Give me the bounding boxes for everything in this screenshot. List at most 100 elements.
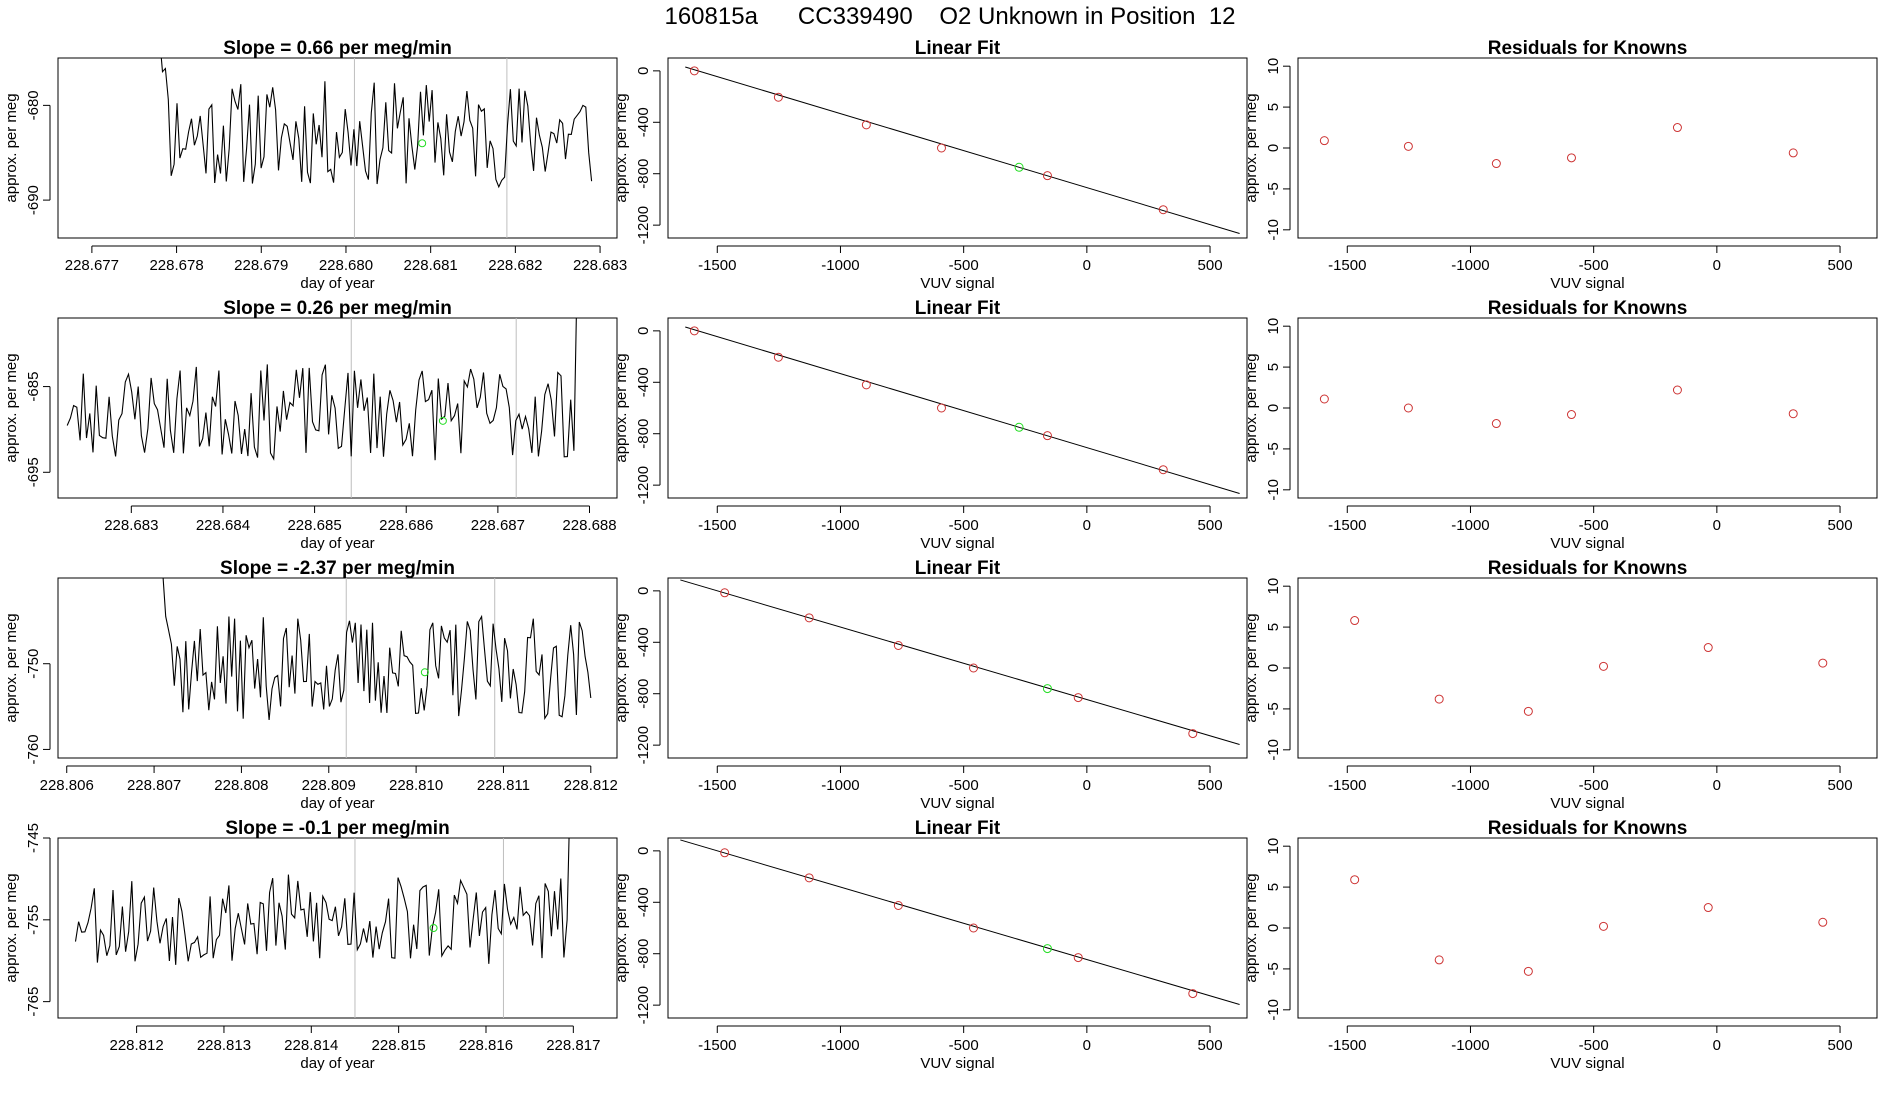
plot-area <box>685 326 1240 494</box>
x-tick-label: 0 <box>1713 777 1721 794</box>
y-axis-label: approx. per meg <box>613 353 630 462</box>
panel-resid-row3: Residuals for Knowns -1500 -1000 -500 0 500 VU… <box>1243 558 1878 812</box>
plot-frame <box>667 57 1248 239</box>
x-tick-label: 228.816 <box>459 1037 513 1054</box>
residual-point <box>1818 917 1828 927</box>
panel-fit-row3: Linear Fit -1500 -1000 -500 0 500 VUV signal 0 -… <box>613 558 1248 812</box>
unknown-point <box>1014 422 1024 432</box>
x-tick-label: 228.809 <box>302 777 356 794</box>
y-tick-label: -750 <box>25 649 42 679</box>
plot-area <box>685 66 1240 234</box>
x-tick-label: -1000 <box>821 257 859 274</box>
known-point <box>1042 431 1052 441</box>
plot-frame <box>57 837 618 1019</box>
y-axis-label: approx. per meg <box>3 93 20 202</box>
y-tick-label: 10 <box>1265 838 1282 855</box>
plot-area <box>1319 123 1798 169</box>
panel-fit-row1: Linear Fit -1500 -1000 -500 0 500 VUV signal 0 -… <box>613 38 1248 292</box>
x-tick-label: -500 <box>1579 777 1609 794</box>
unknown-point <box>438 416 447 425</box>
x-axis-label: VUV signal <box>1550 535 1624 552</box>
x-tick-label: 500 <box>1828 777 1853 794</box>
y-tick-label: 5 <box>1265 623 1282 631</box>
x-tick-label: -500 <box>949 517 979 534</box>
known-point <box>936 143 946 153</box>
x-tick-label: 228.679 <box>234 257 288 274</box>
residual-point <box>1491 159 1501 169</box>
x-tick-label: 228.678 <box>149 257 203 274</box>
y-tick-label: 5 <box>1265 883 1282 891</box>
x-tick-label: 228.811 <box>477 777 530 794</box>
plot-frame <box>667 577 1248 759</box>
plot-area <box>160 58 593 238</box>
residual-point <box>1599 921 1609 931</box>
y-tick-label: -800 <box>635 159 652 189</box>
x-tick-label: 500 <box>1198 777 1223 794</box>
y-tick-label: -5 <box>1265 442 1282 455</box>
y-tick-label: -400 <box>635 887 652 917</box>
x-tick-label: 0 <box>1713 257 1721 274</box>
y-tick-label: 0 <box>635 847 652 855</box>
known-point <box>804 613 814 623</box>
y-tick-label: -400 <box>635 107 652 137</box>
plot-frame <box>57 57 618 239</box>
residual-point <box>1818 658 1828 668</box>
y-tick-label: -10 <box>1265 999 1282 1021</box>
residual-point <box>1319 136 1329 146</box>
y-tick-label: -755 <box>25 905 42 935</box>
y-axis-label: approx. per meg <box>1243 353 1260 462</box>
panel-title: Linear Fit <box>915 38 1001 59</box>
unknown-point <box>420 668 429 677</box>
residual-point <box>1672 123 1682 133</box>
y-tick-label: -680 <box>25 90 42 120</box>
plot-frame <box>57 577 618 759</box>
x-axis-label: VUV signal <box>1550 795 1624 812</box>
x-tick-label: 228.680 <box>319 257 373 274</box>
plot-area <box>162 578 592 758</box>
page-title: 160815a CC339490 O2 Unknown in Position … <box>664 3 1236 30</box>
residual-point <box>1788 148 1798 158</box>
x-tick-label: 0 <box>1713 517 1721 534</box>
unknown-point <box>1014 162 1024 172</box>
x-tick-label: 228.683 <box>573 257 627 274</box>
x-tick-label: 228.677 <box>65 257 119 274</box>
x-tick-label: -1500 <box>1328 777 1366 794</box>
series-line <box>66 318 577 461</box>
known-point <box>689 66 699 76</box>
y-tick-label: -690 <box>25 185 42 215</box>
y-tick-label: -5 <box>1265 962 1282 975</box>
panel-series-row2: Slope = 0.26 per meg/min 228.683 228.684 22… <box>3 298 618 552</box>
fit-line <box>680 839 1240 1005</box>
x-tick-label: 228.817 <box>546 1037 600 1054</box>
x-tick-label: 228.813 <box>197 1037 251 1054</box>
known-point <box>1073 693 1083 703</box>
x-tick-label: -1000 <box>1451 517 1489 534</box>
x-tick-label: 500 <box>1828 257 1853 274</box>
x-axis-label: VUV signal <box>920 535 994 552</box>
unknown-point <box>1042 944 1052 954</box>
y-tick-label: -10 <box>1265 739 1282 761</box>
known-point <box>1073 953 1083 963</box>
known-point <box>804 873 814 883</box>
y-tick-label: 5 <box>1265 363 1282 371</box>
x-tick-label: 228.808 <box>214 777 268 794</box>
y-tick-label: 0 <box>635 67 652 75</box>
residual-point <box>1566 410 1576 420</box>
panel-title: Linear Fit <box>915 558 1001 579</box>
x-axis-label: day of year <box>300 275 374 292</box>
panel-title: Linear Fit <box>915 818 1001 839</box>
panel-resid-row2: Residuals for Knowns -1500 -1000 -500 0 500 VU… <box>1243 298 1878 552</box>
series-line <box>160 58 593 189</box>
residual-point <box>1403 403 1413 413</box>
y-tick-label: -5 <box>1265 182 1282 195</box>
x-tick-label: -1500 <box>698 1037 736 1054</box>
fit-line <box>680 579 1240 745</box>
plot-area <box>1350 875 1828 976</box>
y-tick-label: 5 <box>1265 103 1282 111</box>
y-axis-label: approx. per meg <box>613 93 630 202</box>
x-tick-label: 228.815 <box>372 1037 426 1054</box>
plot-frame <box>1297 317 1878 499</box>
known-point <box>720 588 730 598</box>
x-tick-label: 228.686 <box>379 517 433 534</box>
plot-frame <box>1297 577 1878 759</box>
